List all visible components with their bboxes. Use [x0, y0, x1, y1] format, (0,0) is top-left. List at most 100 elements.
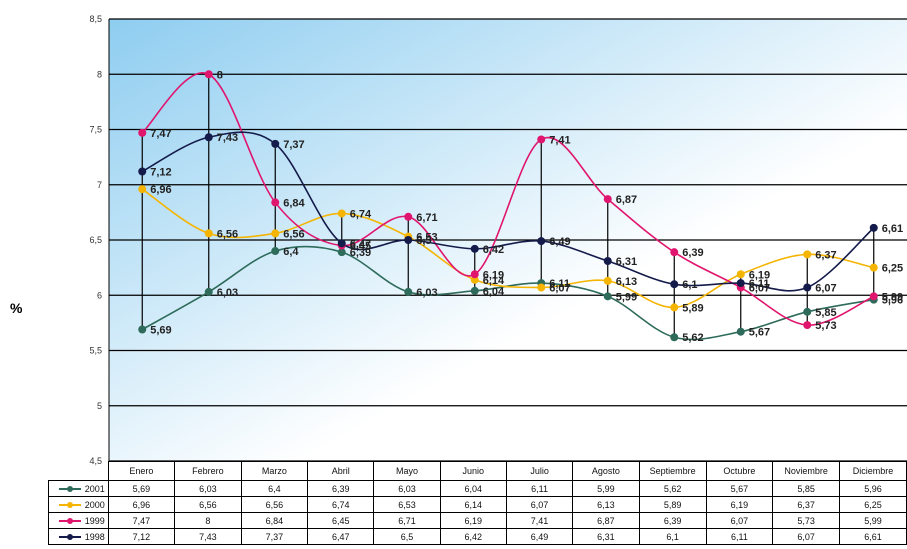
table-cell: 6,39	[307, 480, 375, 497]
data-label-1998: 6,5	[416, 235, 431, 247]
data-label-1998: 6,1	[682, 279, 697, 291]
data-label-2000: 6,25	[882, 263, 903, 275]
marker-2000	[337, 209, 346, 218]
table-cell: 6,39	[638, 512, 707, 529]
data-label-2001: 6,4	[283, 246, 299, 258]
data-label-1998: 7,43	[217, 132, 238, 144]
table-cell: 6,1	[638, 528, 707, 545]
table-cell: 7,37	[240, 528, 309, 545]
data-label-1998: 6,07	[815, 283, 836, 295]
data-label-1998: 6,31	[616, 256, 637, 268]
table-cell: 5,99	[572, 480, 640, 497]
table-cell: 5,89	[638, 496, 707, 513]
table-cell: 6,71	[373, 512, 441, 529]
table-cell: 5,73	[772, 512, 841, 529]
marker-1998	[404, 236, 413, 244]
marker-2001	[736, 327, 745, 336]
table-cell: 6,53	[373, 496, 441, 513]
marker-1999	[404, 212, 413, 221]
series-line-2000	[141, 188, 874, 309]
data-label-1998: 6,61	[882, 223, 903, 235]
data-table: Enero Febrero Marzo Abril Mayo Junio Julio Agos…	[48, 461, 907, 545]
gridlines	[108, 18, 907, 462]
table-cell: 5,99	[839, 512, 907, 529]
table-header-cell: Septiembre	[638, 461, 707, 481]
table-cell: 6,07	[505, 496, 574, 513]
marker-2001	[404, 287, 413, 296]
data-label-2001: 6,11	[549, 278, 570, 290]
table-cell: 6,04	[439, 480, 507, 497]
data-label-1998: 6,49	[549, 236, 570, 248]
marker-1998	[603, 256, 612, 265]
marker-1998	[736, 279, 745, 288]
data-label-1999: 6,84	[283, 197, 305, 209]
table-cell: 6,5	[373, 528, 441, 545]
y-tick-label: 7	[97, 180, 102, 190]
legend-swatch	[58, 485, 81, 493]
data-label-1998: 6,42	[483, 244, 504, 256]
marker-2000	[736, 270, 745, 279]
table-cell: 6,25	[839, 496, 907, 513]
series-markers	[138, 70, 878, 342]
data-label-2000: 6,56	[217, 228, 238, 240]
marker-2000	[670, 303, 679, 312]
data-label-2000: 6,37	[815, 249, 836, 261]
data-label-1999: 5,99	[882, 291, 903, 303]
marker-1998	[470, 244, 479, 253]
marker-2001	[271, 247, 280, 256]
marker-2001	[470, 286, 479, 295]
table-row: 2000 6,96 6,56 6,56 6,74 6,53 6,14 6,07 6,13 5,89…	[48, 496, 907, 513]
drop-lines	[141, 74, 875, 338]
y-tick-label: 4,5	[89, 456, 102, 466]
marker-2001	[670, 333, 679, 342]
marker-1999	[537, 135, 546, 144]
table-cell: 6,74	[307, 496, 375, 513]
data-label-1999: 6,07	[749, 283, 770, 295]
y-tick-label: 6,5	[89, 235, 102, 245]
y-tick-label: 8,5	[89, 14, 102, 24]
table-cell: 6,11	[505, 480, 574, 497]
data-label-2001: 5,67	[749, 327, 770, 339]
marker-1998	[803, 283, 812, 292]
marker-2000	[537, 283, 546, 292]
data-label-2000: 6,13	[616, 276, 637, 288]
table-header-cell: Octubre	[705, 461, 774, 481]
table-cell: 5,96	[839, 480, 907, 497]
marker-1999	[603, 195, 612, 204]
legend-series-name: 1999	[84, 515, 105, 526]
data-label-1999: 6,87	[616, 194, 637, 206]
data-label-2000: 5,89	[682, 302, 703, 314]
table-cell: 7,43	[174, 528, 242, 545]
table-cell: 6,19	[705, 496, 774, 513]
legend-swatch	[58, 517, 81, 525]
marker-2001	[603, 292, 612, 301]
data-label-1999: 6,45	[350, 241, 371, 253]
data-label-2000: 6,96	[150, 184, 171, 196]
data-label-1999: 6,71	[416, 212, 437, 224]
data-label-2001: 5,85	[815, 307, 836, 319]
marker-1999	[470, 270, 479, 279]
table-cell: 6,03	[174, 480, 242, 497]
marker-1999	[204, 70, 213, 79]
marker-2000	[204, 229, 213, 238]
legend-series-name: 1998	[84, 531, 105, 542]
table-cell: 5,85	[772, 480, 841, 497]
table-cell: 5,67	[705, 480, 774, 497]
table-cell: 6,03	[373, 480, 441, 497]
marker-1998	[138, 167, 147, 176]
y-tick-label: 5,5	[89, 346, 102, 356]
table-row: 1999 7,47 8 6,84 6,45 6,71 6,19 7,41 6,87 6,39 6,0…	[48, 512, 907, 529]
data-label-2001: 6,03	[416, 287, 437, 299]
legend-swatch	[58, 501, 81, 509]
data-label-1999: 7,47	[150, 128, 171, 140]
table-cell: 6,87	[572, 512, 640, 529]
table-cell: 5,69	[107, 480, 176, 497]
table-cell: 6,45	[307, 512, 375, 529]
marker-2000	[138, 185, 147, 194]
table-cell: 6,61	[839, 528, 907, 545]
table-cell: 6,47	[307, 528, 375, 545]
table-row: 2001 5,69 6,03 6,4 6,39 6,03 6,04 6,11 5,99 5,62 5…	[48, 480, 907, 497]
table-header-cell: Mayo	[373, 461, 441, 481]
y-axis-unit-label: %	[10, 300, 23, 316]
